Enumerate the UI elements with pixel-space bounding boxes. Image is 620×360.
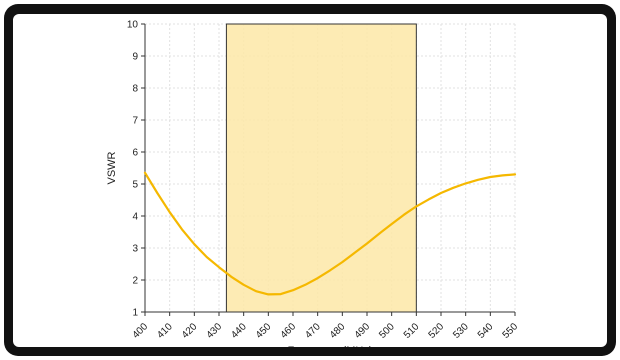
x-tick-label: 440 bbox=[229, 321, 249, 341]
vswr-chart: 1 2 3 4 5 6 7 8 9 10 400 410 420 430 440 450 460 470 480 49… bbox=[106, 20, 521, 348]
y-tick-label: 3 bbox=[132, 244, 138, 255]
x-tick-label: 550 bbox=[501, 321, 521, 341]
chart-panel: 1 2 3 4 5 6 7 8 9 10 400 410 420 430 440 450 460 470 480 49… bbox=[13, 14, 607, 347]
x-tick-label: 530 bbox=[451, 321, 471, 341]
vswr-series-line bbox=[143, 171, 517, 296]
x-tick-label: 410 bbox=[155, 321, 175, 341]
y-tick-label: 7 bbox=[132, 116, 138, 127]
x-tick-label: 480 bbox=[328, 321, 348, 341]
x-tick-label: 510 bbox=[402, 321, 422, 341]
y-tick-label: 6 bbox=[132, 148, 138, 159]
y-tick-label: 10 bbox=[127, 20, 139, 31]
y-tick-label: 4 bbox=[132, 212, 138, 223]
y-axis-title: VSWR bbox=[106, 151, 118, 184]
y-tick-label: 1 bbox=[132, 308, 138, 319]
x-tick-label: 430 bbox=[205, 321, 225, 341]
x-tick-label: 460 bbox=[279, 321, 299, 341]
chart-frame: 1 2 3 4 5 6 7 8 9 10 400 410 420 430 440 450 460 470 480 49… bbox=[4, 4, 616, 356]
y-tick-label: 9 bbox=[132, 52, 138, 63]
x-tick-label: 400 bbox=[131, 321, 151, 341]
x-axis-title: Frequency (MHz) bbox=[288, 345, 373, 347]
x-tick-label: 470 bbox=[303, 321, 323, 341]
x-tick-label: 540 bbox=[476, 321, 496, 341]
y-tick-label: 5 bbox=[132, 180, 138, 191]
x-tick-label: 490 bbox=[353, 321, 373, 341]
highlight-band bbox=[225, 23, 417, 313]
x-tick-label: 500 bbox=[377, 321, 397, 341]
y-tick-label: 2 bbox=[132, 276, 138, 287]
x-tick-label: 520 bbox=[427, 321, 447, 341]
y-tick-label: 8 bbox=[132, 84, 138, 95]
x-tick-label: 420 bbox=[180, 321, 200, 341]
x-tick-label: 450 bbox=[254, 321, 274, 341]
